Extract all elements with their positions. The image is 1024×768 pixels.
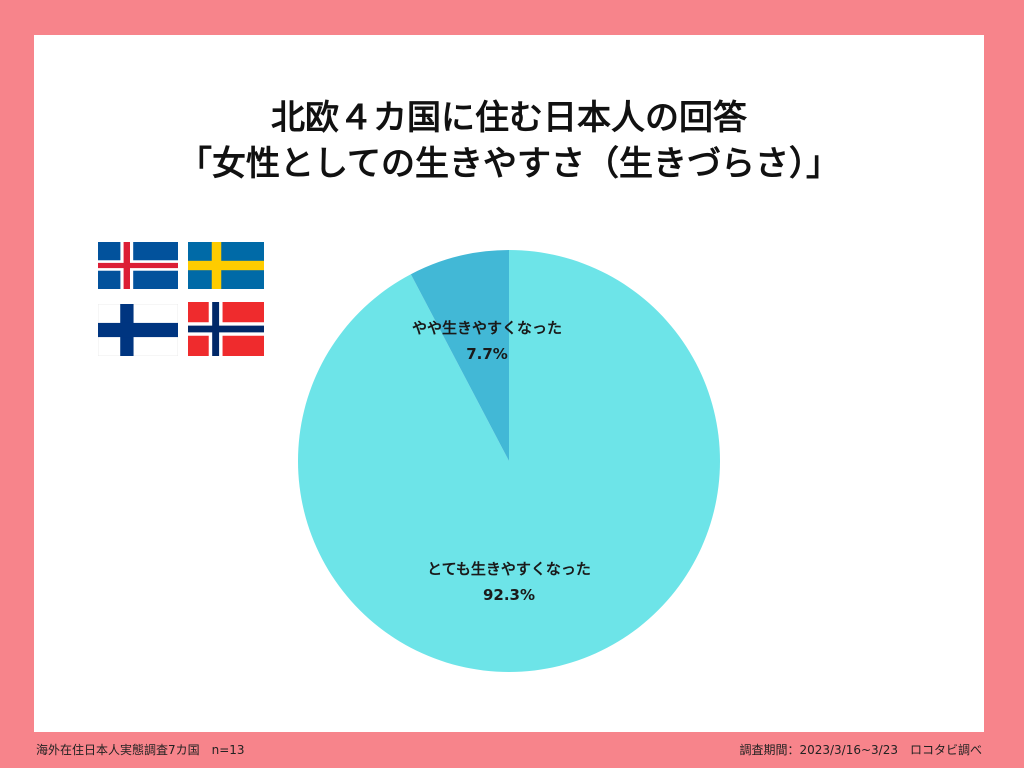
norway-flag-icon <box>188 302 264 356</box>
chart-title-line2: 「女性としての生きやすさ（生きづらさ）」 <box>178 144 840 184</box>
pie-chart: とても生きやすくなった 92.3% やや生きやすくなった 7.7% <box>297 250 720 672</box>
pie-slice-0 <box>297 250 720 672</box>
pie-slice-value-0: 92.3% <box>483 586 535 604</box>
chart-panel: 北欧４カ国に住む日本人の回答 「女性としての生きやすさ（生きづらさ）」 <box>34 35 984 732</box>
pie-slice-value-1: 7.7% <box>466 345 508 363</box>
footer-survey-period: 調査期間：2023/3/16~3/23 ロコタビ調べ <box>739 743 982 757</box>
chart-title: 北欧４カ国に住む日本人の回答 「女性としての生きやすさ（生きづらさ）」 <box>34 95 984 187</box>
pie-slice-label-1: やや生きやすくなった <box>412 319 562 337</box>
flag-group <box>98 242 264 356</box>
finland-flag-icon <box>98 304 178 356</box>
iceland-flag-icon <box>98 242 178 289</box>
footer-survey-note: 海外在住日本人実態調査7カ国 n=13 <box>36 743 245 757</box>
pie-slice-label-0: とても生きやすくなった <box>427 560 591 578</box>
chart-title-line1: 北欧４カ国に住む日本人の回答 <box>271 98 747 138</box>
pie-slice-1 <box>410 250 509 461</box>
sweden-flag-icon <box>188 242 264 289</box>
